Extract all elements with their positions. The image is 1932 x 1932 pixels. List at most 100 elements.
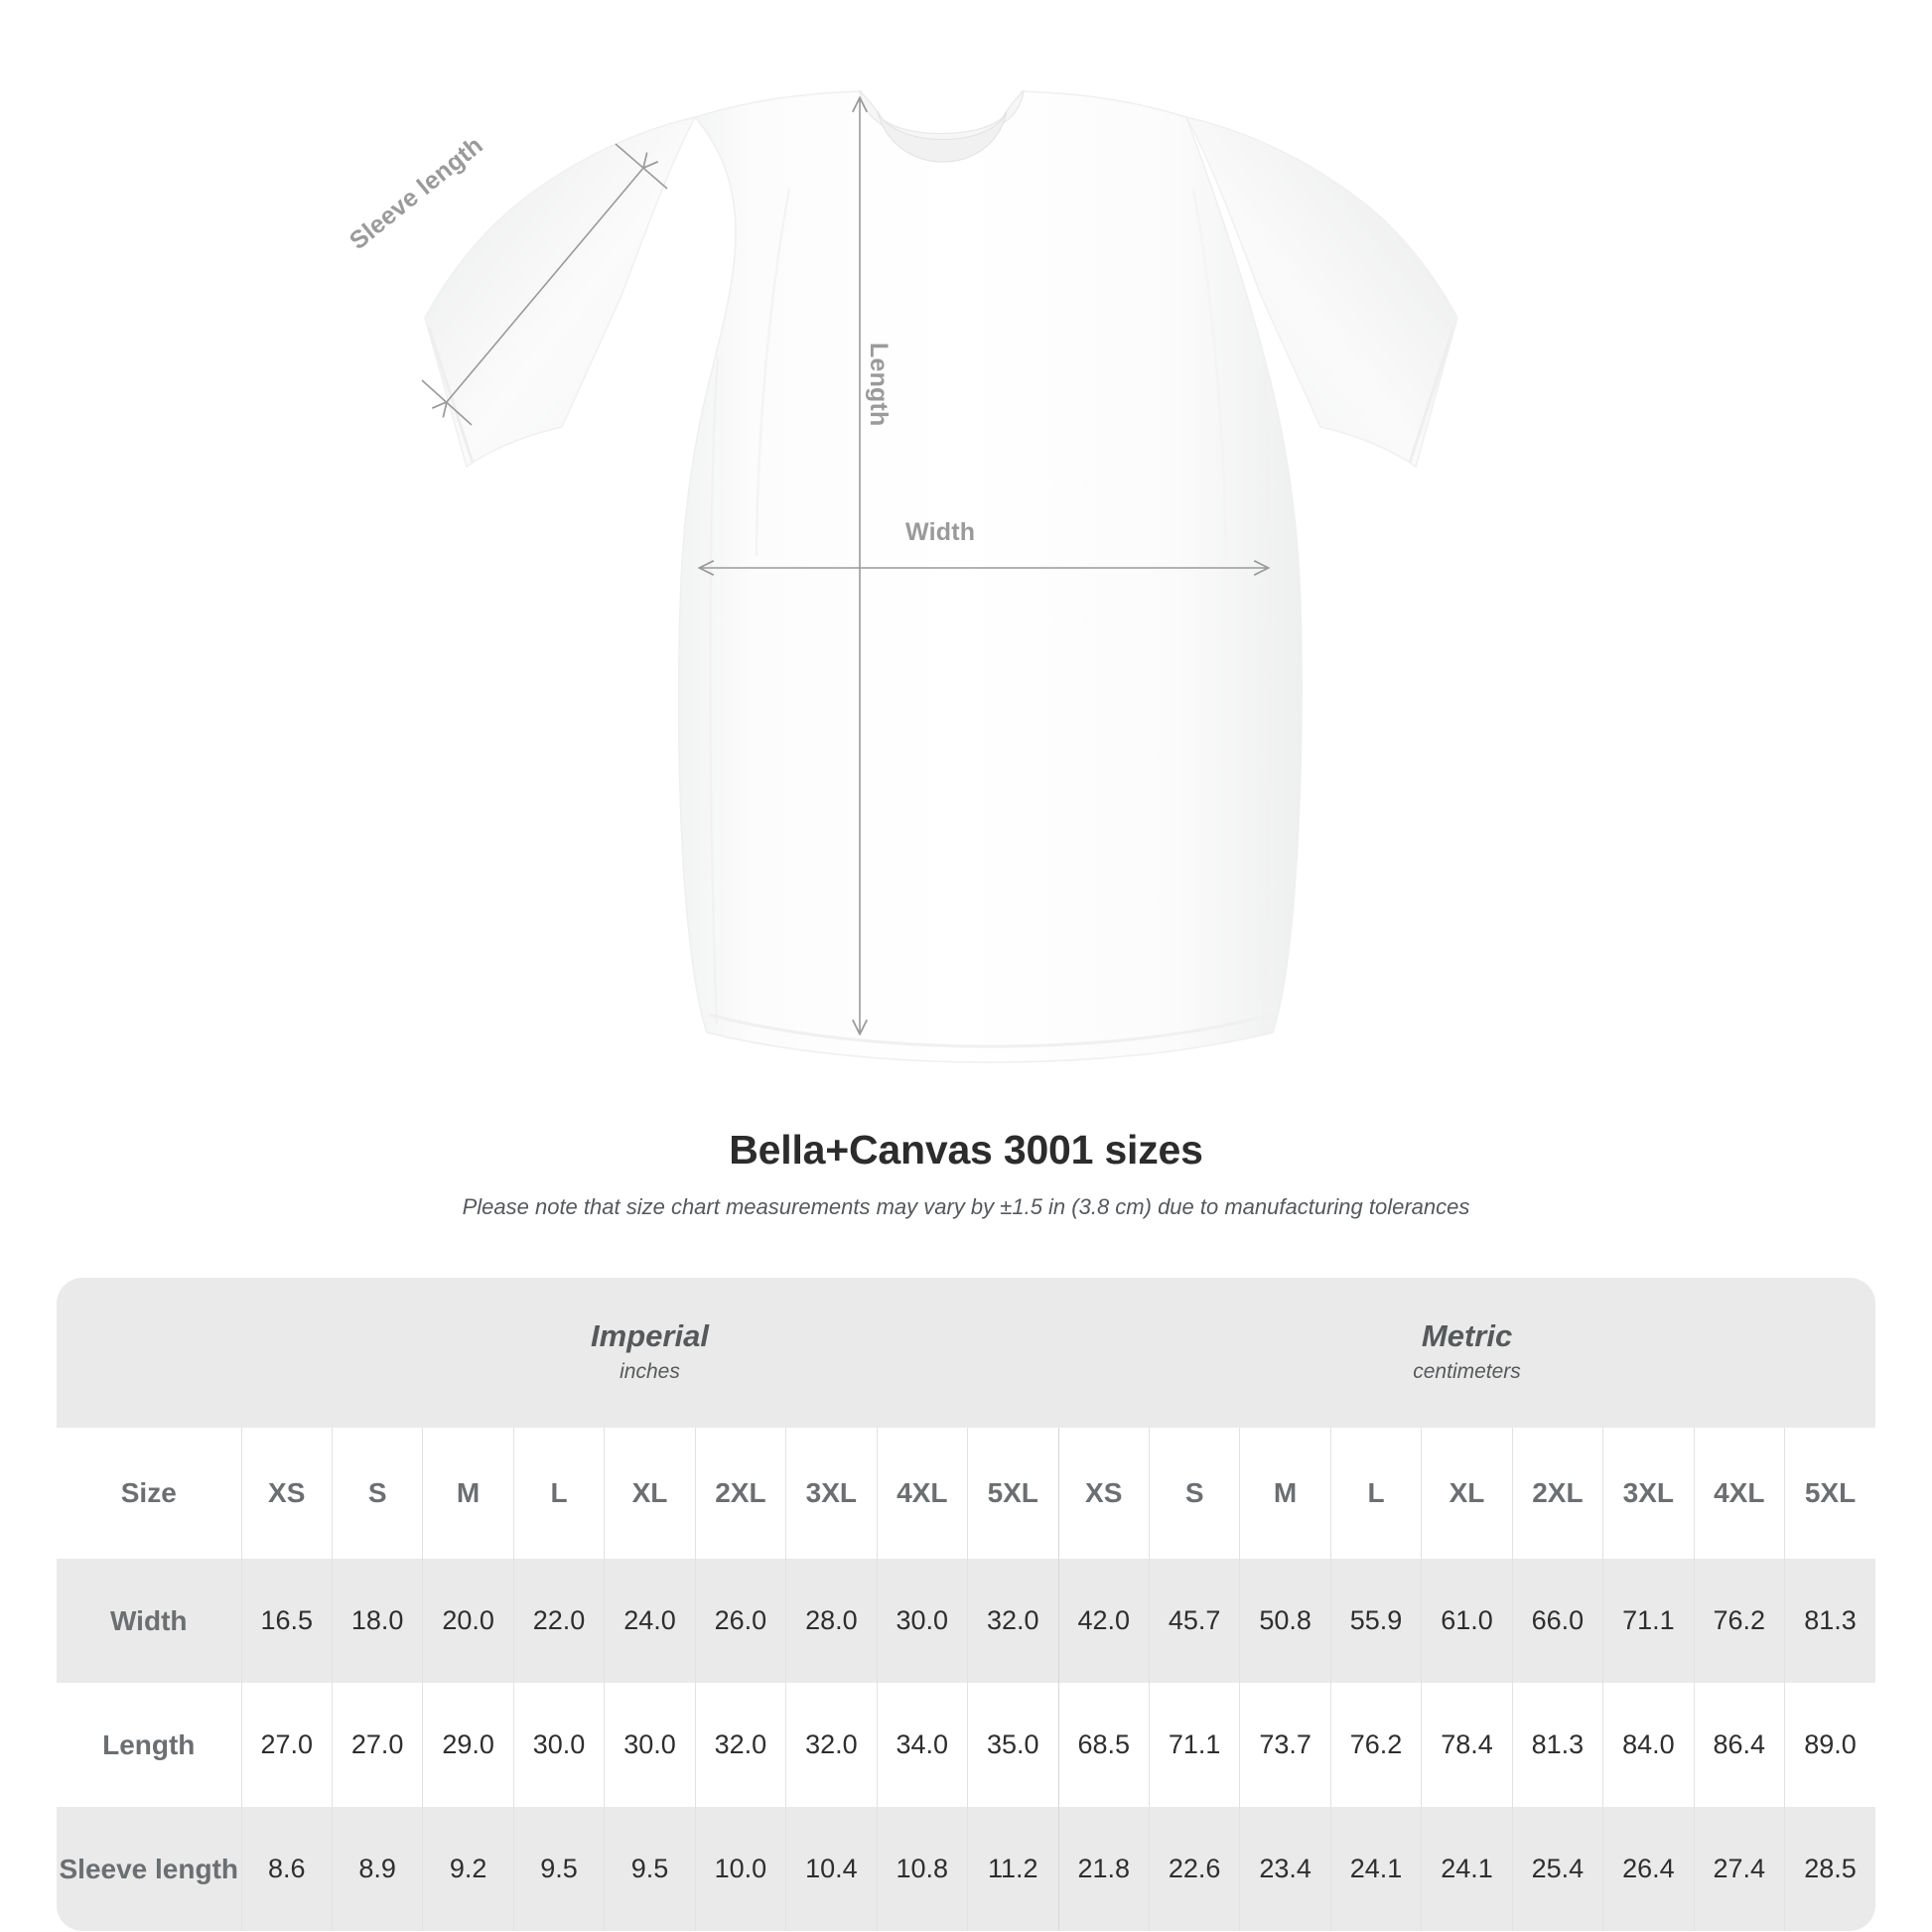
row-header-size: Size (57, 1428, 241, 1559)
size-header-cell: 5XL (967, 1428, 1058, 1559)
unit-group-subtitle: centimeters (1413, 1360, 1521, 1384)
measurement-cell: 22.0 (512, 1559, 605, 1683)
measurement-cell: 25.4 (1511, 1807, 1603, 1931)
width-label: Width (905, 518, 976, 546)
measurement-cell: 78.4 (1421, 1683, 1513, 1807)
measurement-cell: 28.0 (785, 1559, 878, 1683)
measurement-cell: 30.0 (512, 1683, 605, 1807)
measurement-cell: 20.0 (422, 1559, 514, 1683)
measurement-cell: 30.0 (604, 1683, 696, 1807)
measurement-cell: 18.0 (331, 1559, 423, 1683)
measurement-cell: 86.4 (1693, 1683, 1785, 1807)
measurement-cell: 34.0 (876, 1683, 968, 1807)
size-header-cell: M (1239, 1428, 1331, 1559)
table-row: Length 27.0 27.0 29.0 30.0 30.0 32.0 32.0 34.0 35… (57, 1683, 1876, 1807)
measurement-cell: 71.1 (1148, 1683, 1240, 1807)
measurement-cell: 24.1 (1329, 1807, 1422, 1931)
size-table-container: Imperial inches Metric centimeters Size XS S M L… (57, 1278, 1876, 1931)
unit-group-subtitle: inches (620, 1360, 680, 1384)
measurement-cell: 24.0 (604, 1559, 696, 1683)
sleeve-tick-bottom (421, 379, 473, 426)
measurement-cell: 66.0 (1511, 1559, 1603, 1683)
measurement-cell: 32.0 (785, 1683, 878, 1807)
row-header-length: Length (57, 1683, 241, 1807)
unit-group-metric: Metric centimeters (1058, 1278, 1876, 1428)
measurement-cell: 9.5 (604, 1807, 696, 1931)
measurement-cell: 27.0 (331, 1683, 423, 1807)
measurement-cell: 27.4 (1693, 1807, 1785, 1931)
size-header-cell: XL (1421, 1428, 1513, 1559)
measurement-cell: 84.0 (1602, 1683, 1695, 1807)
measurement-cell: 10.8 (876, 1807, 968, 1931)
size-header-cell: 3XL (785, 1428, 878, 1559)
measurement-cell: 8.6 (240, 1807, 333, 1931)
unit-group-name: Metric (1421, 1318, 1513, 1354)
measurement-cell: 89.0 (1784, 1683, 1876, 1807)
size-header-cell: XS (1057, 1428, 1150, 1559)
measurement-cell: 26.4 (1602, 1807, 1695, 1931)
size-header-cell: 4XL (876, 1428, 968, 1559)
measurement-cell: 32.0 (694, 1683, 786, 1807)
table-row: Sleeve length 8.6 8.9 9.2 9.5 9.5 10.0 10.4 10.8… (57, 1807, 1876, 1931)
size-header-cell: 2XL (1511, 1428, 1603, 1559)
measurement-cell: 24.1 (1421, 1807, 1513, 1931)
measurement-cell: 8.9 (331, 1807, 423, 1931)
size-header-cell: L (512, 1428, 605, 1559)
measurement-cell: 9.2 (422, 1807, 514, 1931)
size-header-cell: M (422, 1428, 514, 1559)
measurement-cell: 71.1 (1602, 1559, 1695, 1683)
measurement-cell: 21.8 (1057, 1807, 1150, 1931)
measurement-cell: 42.0 (1057, 1559, 1150, 1683)
row-header-sleeve-length: Sleeve length (57, 1807, 241, 1931)
size-header-cell: 5XL (1784, 1428, 1876, 1559)
row-header-width: Width (57, 1559, 241, 1683)
sleeve-length-arrow (446, 167, 644, 403)
measurement-cell: 55.9 (1329, 1559, 1422, 1683)
unit-group-name: Imperial (591, 1318, 709, 1354)
measurement-arrows (421, 99, 1267, 1033)
measurement-cell: 29.0 (422, 1683, 514, 1807)
tolerance-note: Please note that size chart measurements… (462, 1194, 1470, 1219)
size-header-cell: S (1148, 1428, 1240, 1559)
size-header-cell: XS (240, 1428, 333, 1559)
measurement-cell: 35.0 (967, 1683, 1058, 1807)
measurement-cell: 10.4 (785, 1807, 878, 1931)
measurement-cell: 22.6 (1148, 1807, 1240, 1931)
measurement-cell: 27.0 (240, 1683, 333, 1807)
unit-header-row: Imperial inches Metric centimeters (57, 1278, 1876, 1428)
measurement-cell: 10.0 (694, 1807, 786, 1931)
unit-group-imperial: Imperial inches (241, 1278, 1058, 1428)
measurement-cell: 30.0 (876, 1559, 968, 1683)
size-table: Imperial inches Metric centimeters Size XS S M L… (57, 1278, 1876, 1931)
tshirt-shape (424, 89, 1458, 1063)
title-block: Bella+Canvas 3001 sizes Please note that… (0, 1127, 1932, 1220)
size-header-cell: 3XL (1602, 1428, 1695, 1559)
measurement-cell: 11.2 (967, 1807, 1058, 1931)
garment-illustration: Sleeve length Length Width (345, 89, 1458, 1063)
measurement-cell: 28.5 (1784, 1807, 1876, 1931)
measurement-cell: 32.0 (967, 1559, 1058, 1683)
size-header-cell: 4XL (1693, 1428, 1785, 1559)
tshirt-diagram (421, 89, 1458, 1063)
measurement-cell: 73.7 (1239, 1683, 1331, 1807)
size-header-cell: XL (604, 1428, 696, 1559)
measurement-cell: 81.3 (1784, 1559, 1876, 1683)
measurement-cell: 16.5 (240, 1559, 333, 1683)
measurement-cell: 76.2 (1693, 1559, 1785, 1683)
page-title: Bella+Canvas 3001 sizes (729, 1127, 1203, 1173)
unit-header-spacer (57, 1278, 241, 1428)
size-header-cell: S (331, 1428, 423, 1559)
size-header-row: Size XS S M L XL 2XL 3XL 4XL 5XL XS S M L XL 2XL 3XL 4XL 5… (57, 1428, 1876, 1559)
measurement-cell: 68.5 (1057, 1683, 1150, 1807)
table-row: Width 16.5 18.0 20.0 22.0 24.0 26.0 28.0 30.0 32.… (57, 1559, 1876, 1683)
size-header-cell: L (1329, 1428, 1422, 1559)
sleeve-tick-top (615, 143, 668, 190)
measurement-cell: 23.4 (1239, 1807, 1331, 1931)
measurement-cell: 76.2 (1329, 1683, 1422, 1807)
measurement-cell: 81.3 (1511, 1683, 1603, 1807)
measurement-cell: 50.8 (1239, 1559, 1331, 1683)
length-label: Length (865, 343, 893, 427)
measurement-cell: 26.0 (694, 1559, 786, 1683)
measurement-cell: 61.0 (1421, 1559, 1513, 1683)
